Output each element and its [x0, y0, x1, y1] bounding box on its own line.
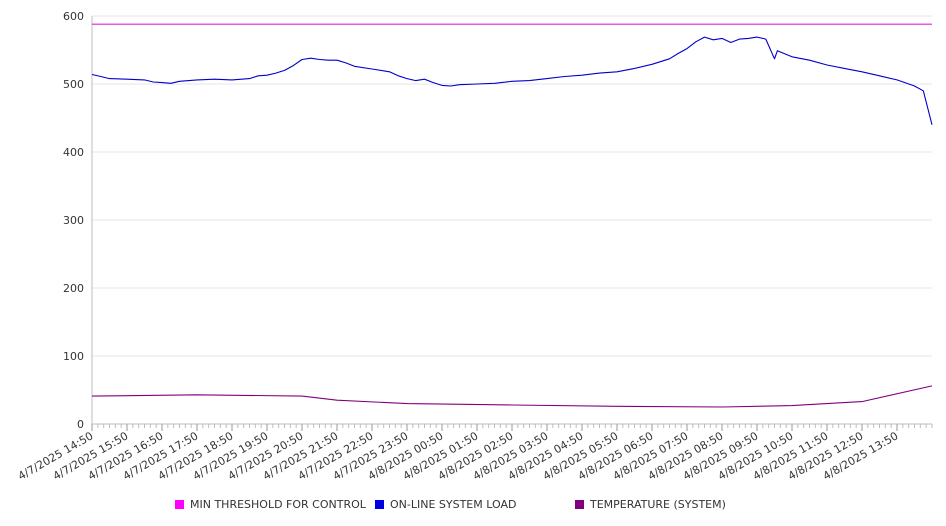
- legend: MIN THRESHOLD FOR CONTROL ON-LINE SYSTEM…: [0, 498, 946, 514]
- legend-label-min-threshold: MIN THRESHOLD FOR CONTROL: [190, 498, 366, 511]
- y-axis-ticks: 0 100 200 300 400 500 600: [63, 10, 84, 431]
- series-lines: [91, 23, 933, 408]
- y-tick-label: 300: [63, 214, 84, 227]
- legend-swatch-min-threshold: [175, 500, 184, 509]
- legend-label-system-load: ON-LINE SYSTEM LOAD: [390, 498, 517, 511]
- x-axis-ticks: 4/7/2025 14:504/7/2025 15:504/7/2025 16:…: [16, 424, 933, 483]
- line-chart: 0 100 200 300 400 500 600 4/7/2025 14:504/7/20…: [16, 10, 933, 483]
- y-tick-label: 500: [63, 78, 84, 91]
- y-tick-label: 200: [63, 282, 84, 295]
- legend-label-temperature: TEMPERATURE (SYSTEM): [590, 498, 726, 511]
- legend-item-temperature[interactable]: TEMPERATURE (SYSTEM): [575, 498, 726, 511]
- series-line-1: [91, 36, 933, 125]
- legend-swatch-temperature: [575, 500, 584, 509]
- y-tick-label: 600: [63, 10, 84, 23]
- y-tick-label: 100: [63, 350, 84, 363]
- legend-swatch-system-load: [375, 500, 384, 509]
- legend-item-system-load[interactable]: ON-LINE SYSTEM LOAD: [375, 498, 516, 511]
- y-tick-label: 400: [63, 146, 84, 159]
- series-line-2: [91, 385, 933, 408]
- y-tick-label: 0: [77, 418, 84, 431]
- legend-item-min-threshold[interactable]: MIN THRESHOLD FOR CONTROL: [175, 498, 366, 511]
- grid-lines: [92, 15, 932, 357]
